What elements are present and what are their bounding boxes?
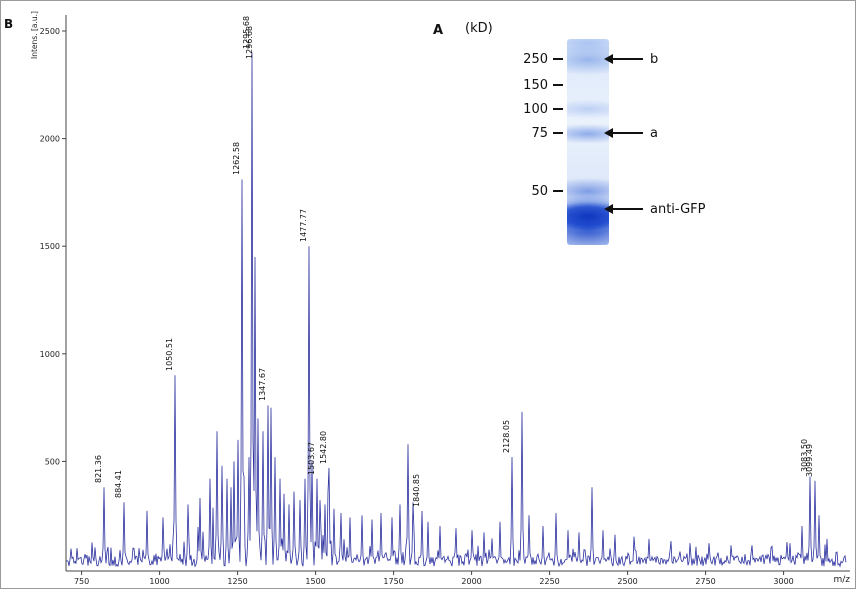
left-arrow-icon	[604, 54, 643, 64]
gel-marker-100: 100	[467, 101, 563, 117]
gel-lane-image	[567, 39, 609, 245]
x-tick-label: 1000	[149, 577, 169, 586]
x-tick-label: 3000	[773, 577, 793, 586]
gel-inset: A (kD) 250 150 100 75 50 b a	[427, 13, 757, 253]
gel-marker-value: 150	[523, 77, 548, 93]
band-b-annotation: b	[604, 51, 659, 67]
left-arrow-icon	[604, 128, 643, 138]
marker-tick-icon	[553, 132, 563, 134]
band-antigfp-annotation: anti-GFP	[604, 201, 706, 217]
kd-unit-label: (kD)	[465, 21, 493, 36]
x-tick-label: 1750	[383, 577, 403, 586]
spectrum-trace	[66, 52, 847, 568]
y-tick-label: 1000	[40, 350, 60, 359]
gel-marker-value: 250	[523, 51, 548, 67]
x-tick-label: 1500	[305, 577, 325, 586]
y-tick-label: 1500	[40, 242, 60, 251]
marker-tick-icon	[553, 58, 563, 60]
x-tick-label: 2500	[617, 577, 637, 586]
marker-tick-icon	[553, 84, 563, 86]
x-tick-label: 2750	[695, 577, 715, 586]
gel-marker-value: 50	[531, 183, 548, 199]
gel-marker-value: 75	[531, 125, 548, 141]
y-tick-label: 500	[45, 457, 60, 466]
band-label: anti-GFP	[650, 201, 706, 217]
gel-marker-50: 50	[467, 183, 563, 199]
marker-tick-icon	[553, 190, 563, 192]
x-tick-label: 2250	[539, 577, 559, 586]
band-a-annotation: a	[604, 125, 658, 141]
band-label: b	[650, 51, 659, 67]
panel-b-label: B	[4, 17, 14, 31]
x-tick-label: 750	[74, 577, 89, 586]
gel-marker-value: 100	[523, 101, 548, 117]
band-label: a	[650, 125, 658, 141]
x-tick-label: 1250	[227, 577, 247, 586]
x-tick-label: 2000	[461, 577, 481, 586]
y-tick-label: 2500	[40, 27, 60, 36]
x-axis-label: m/z	[833, 575, 850, 585]
y-tick-label: 2000	[40, 135, 60, 144]
gel-marker-150: 150	[467, 77, 563, 93]
left-arrow-icon	[604, 204, 643, 214]
marker-tick-icon	[553, 108, 563, 110]
gel-marker-75: 75	[467, 125, 563, 141]
gel-marker-250: 250	[467, 51, 563, 67]
panel-a-label: A	[433, 23, 444, 38]
